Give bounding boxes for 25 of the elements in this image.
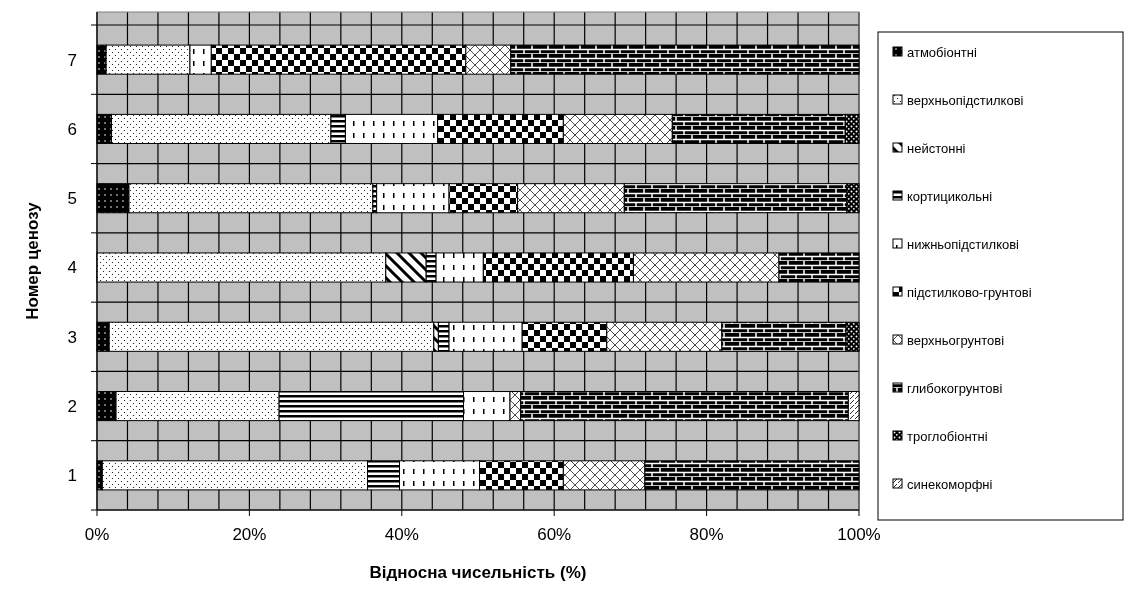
y-tick-label: 3 xyxy=(67,327,77,347)
legend-label: кортицикольні xyxy=(907,188,993,204)
x-tick-label: 40% xyxy=(384,525,419,544)
y-tick-label: 5 xyxy=(67,189,77,209)
legend-label: троглобіонтні xyxy=(907,428,988,444)
x-tick-label: 100% xyxy=(837,525,881,544)
legend-label: глибокогрунтові xyxy=(907,380,1003,396)
y-tick-label: 1 xyxy=(67,466,77,486)
x-tick-label: 60% xyxy=(537,525,572,544)
y-tick-label: 4 xyxy=(67,258,77,278)
y-axis-title: Номер ценозу xyxy=(23,201,42,320)
y-tick-label: 6 xyxy=(67,119,77,139)
x-tick-label: 0% xyxy=(84,525,110,544)
y-tick-label: 2 xyxy=(67,397,77,417)
y-tick-label: 7 xyxy=(67,50,77,70)
x-tick-label: 80% xyxy=(689,525,724,544)
legend-label: нижньопідстилкові xyxy=(907,236,1020,252)
legend-label: синекоморфні xyxy=(907,476,993,492)
legend-label: верхньопідстилкові xyxy=(907,92,1024,108)
legend-label: нейстонні xyxy=(907,140,966,156)
x-tick-label: 20% xyxy=(232,525,267,544)
legend-label: атмобіонтні xyxy=(907,44,977,60)
legend-label: підстилково-грунтові xyxy=(907,284,1032,300)
legend-label: верхньогрунтові xyxy=(907,332,1005,348)
x-axis-title: Відносна чисельність (%) xyxy=(369,563,587,582)
